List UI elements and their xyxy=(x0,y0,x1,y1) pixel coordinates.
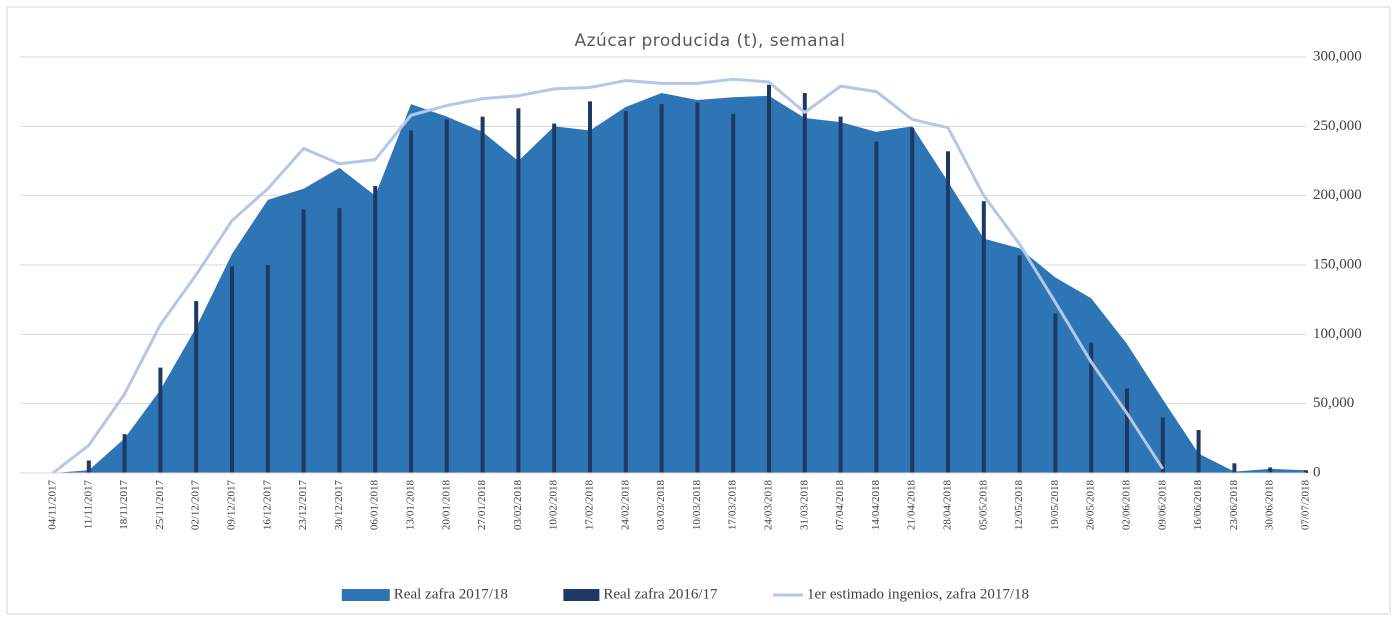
x-tick-label: 28/04/2018 xyxy=(942,480,954,531)
bar xyxy=(265,265,270,473)
x-tick-label: 13/01/2018 xyxy=(405,480,417,531)
bar xyxy=(122,434,127,473)
bar xyxy=(1304,470,1308,473)
bar xyxy=(1268,467,1273,473)
y-tick-label: 250,000 xyxy=(1313,118,1362,134)
x-tick-label: 02/12/2017 xyxy=(190,480,202,531)
x-tick-label: 03/03/2018 xyxy=(655,480,667,531)
y-tick-label: 300,000 xyxy=(1313,48,1362,64)
y-tick-label: 150,000 xyxy=(1313,256,1362,272)
x-tick-label: 26/05/2018 xyxy=(1085,480,1097,531)
x-tick-label: 20/01/2018 xyxy=(440,480,452,531)
x-tick-label: 21/04/2018 xyxy=(906,480,918,531)
bar xyxy=(409,130,413,473)
bar xyxy=(588,101,592,473)
x-tick-label: 23/06/2018 xyxy=(1228,480,1240,531)
legend-swatch xyxy=(341,589,390,601)
x-tick-label: 05/05/2018 xyxy=(977,480,989,531)
x-tick-label: 25/11/2017 xyxy=(154,480,166,530)
x-tick-label: 09/06/2018 xyxy=(1156,480,1168,531)
bar xyxy=(910,127,915,473)
x-tick-label: 10/03/2018 xyxy=(691,480,703,531)
bar xyxy=(480,116,485,474)
x-tick-label: 04/11/2017 xyxy=(47,480,59,530)
bar xyxy=(1125,388,1129,473)
x-tick-label: 24/03/2018 xyxy=(763,480,775,531)
x-tick-label: 31/03/2018 xyxy=(798,480,810,531)
bar xyxy=(767,84,771,473)
bar xyxy=(337,208,342,473)
x-tick-label: 14/04/2018 xyxy=(870,480,882,531)
x-tick-label: 24/02/2018 xyxy=(619,480,631,531)
x-tick-label: 07/07/2018 xyxy=(1300,480,1312,531)
bar xyxy=(158,367,163,473)
bar xyxy=(981,201,986,474)
bar xyxy=(373,185,378,473)
x-tick-label: 11/11/2017 xyxy=(82,480,94,530)
x-tick-label: 02/06/2018 xyxy=(1121,480,1133,531)
x-tick-label: 10/02/2018 xyxy=(548,480,560,531)
bar xyxy=(516,108,521,473)
bar xyxy=(659,104,664,473)
legend-label: Real zafra 2017/18 xyxy=(394,586,508,602)
bar xyxy=(301,209,306,474)
x-tick-label: 03/02/2018 xyxy=(512,480,524,531)
bar xyxy=(1053,313,1058,473)
y-tick-label: 50,000 xyxy=(1313,395,1354,411)
x-tick-label: 19/05/2018 xyxy=(1049,480,1061,531)
bar xyxy=(1196,430,1201,473)
bar xyxy=(444,119,449,474)
y-tick-label: 200,000 xyxy=(1313,187,1362,203)
bar xyxy=(1232,463,1237,473)
area xyxy=(53,93,1306,473)
legend-swatch xyxy=(563,589,600,601)
bar xyxy=(86,460,91,473)
legend-label: 1er estimado ingenios, zafra 2017/18 xyxy=(807,586,1029,602)
x-tick-label: 12/05/2018 xyxy=(1013,480,1025,531)
bar xyxy=(1160,417,1165,473)
x-tick-label: 18/11/2017 xyxy=(118,480,130,530)
x-tick-label: 17/03/2018 xyxy=(727,480,739,531)
x-tick-label: 09/12/2017 xyxy=(226,480,238,531)
x-tick-label: 16/12/2017 xyxy=(261,480,273,531)
x-tick-label: 16/06/2018 xyxy=(1192,480,1204,531)
x-tick-label: 17/02/2018 xyxy=(584,480,596,531)
x-tick-label: 27/01/2018 xyxy=(476,480,488,531)
x-tick-label: 07/04/2018 xyxy=(834,480,846,531)
bar xyxy=(695,102,700,473)
bar xyxy=(230,266,234,473)
bar xyxy=(194,301,199,473)
bar xyxy=(1089,342,1094,473)
y-tick-label: 100,000 xyxy=(1313,326,1362,342)
bar xyxy=(552,123,557,473)
bar xyxy=(1017,255,1022,473)
bar xyxy=(874,141,879,473)
bar xyxy=(623,111,628,473)
bar xyxy=(946,151,950,473)
bar xyxy=(802,93,807,473)
x-tick-label: 23/12/2017 xyxy=(297,480,309,531)
x-tick-label: 30/12/2017 xyxy=(333,480,345,531)
legend-label: Real zafra 2016/17 xyxy=(603,586,718,602)
line xyxy=(52,77,1165,475)
y-tick-label: 0 xyxy=(1313,464,1321,480)
x-tick-label: 30/06/2018 xyxy=(1264,480,1276,531)
chart-title: Azúcar producida (t), semanal xyxy=(575,31,846,51)
bar xyxy=(838,116,843,474)
bar xyxy=(731,113,736,473)
x-tick-label: 06/01/2018 xyxy=(369,480,381,531)
